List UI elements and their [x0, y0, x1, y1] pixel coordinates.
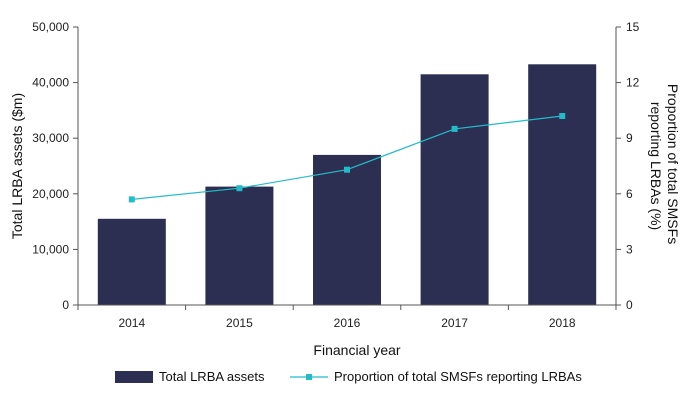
x-tick-label: 2016: [334, 316, 361, 330]
bar-2015: [205, 186, 274, 305]
x-tick-label: 2014: [118, 316, 145, 330]
bar-series: [97, 64, 597, 305]
line-point-2017: [451, 125, 458, 132]
y-tick-label: 0: [62, 298, 69, 312]
line-series: [128, 113, 566, 203]
bar-2017: [420, 74, 489, 305]
legend-label-line: Proportion of total SMSFs reporting LRBA…: [334, 369, 582, 384]
x-axis-title: Financial year: [313, 342, 400, 358]
x-tick-label: 2015: [226, 316, 253, 330]
y2-axis-title: Proportion of total SMSFs reporting LRBA…: [648, 84, 681, 248]
y-tick-label: 20,000: [32, 187, 69, 201]
line-point-2014: [128, 196, 135, 203]
x-tick-labels: 2014 2015 2016 2017 2018: [118, 316, 575, 330]
legend-swatch-bar: [115, 371, 153, 383]
line-point-2018: [559, 113, 566, 119]
y2-tick-label: 12: [626, 76, 640, 90]
x-tick-label: 2018: [549, 316, 576, 330]
legend: Total LRBA assets Proportion of total SM…: [115, 369, 582, 384]
y-axis-title: Total LRBA assets ($m): [9, 93, 25, 239]
y-tick-label: 10,000: [32, 242, 69, 256]
y-tick-labels: 0 10,000 20,000 30,000 40,000 50,000: [32, 20, 69, 312]
y-tick-label: 30,000: [32, 131, 69, 145]
line-point-2016: [344, 166, 350, 173]
axes: [73, 26, 621, 310]
bar-2014: [97, 218, 166, 305]
bar-2018: [528, 64, 597, 305]
y2-tick-label: 15: [626, 20, 640, 34]
y2-tick-label: 3: [626, 242, 633, 256]
y2-axis-title-line-2: reporting LRBAs (%): [648, 102, 664, 230]
y2-axis-title-line-1: Proportion of total SMSFs: [665, 84, 681, 244]
x-tick-label: 2017: [441, 316, 468, 330]
legend-swatch-marker: [306, 374, 312, 380]
y-tick-label: 50,000: [32, 20, 69, 34]
y2-tick-label: 9: [626, 131, 633, 145]
y2-tick-labels: 0 3 6 9 12 15: [626, 20, 640, 312]
y2-tick-label: 0: [626, 298, 633, 312]
y-tick-label: 40,000: [32, 76, 69, 90]
line-point-2015: [236, 185, 243, 192]
bar-2016: [313, 154, 381, 305]
y2-tick-label: 6: [626, 187, 633, 201]
legend-label-bar: Total LRBA assets: [159, 369, 265, 384]
